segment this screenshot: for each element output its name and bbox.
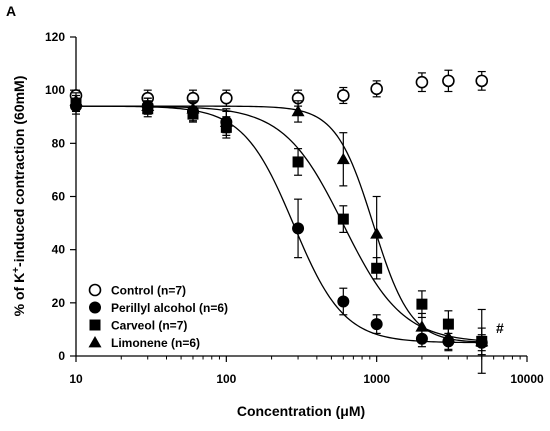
legend: Control (n=7) Perillyl alcohol (n=6) Carve…: [88, 283, 228, 350]
data-point: [141, 99, 155, 111]
y-tick-label: 20: [52, 296, 66, 310]
data-point: [475, 74, 489, 88]
data-point: [337, 213, 349, 225]
legend-label-0: Control (n=7): [111, 284, 186, 298]
data-point: [370, 227, 384, 239]
x-tick-label: 100: [216, 372, 236, 386]
data-point: [292, 156, 304, 168]
y-ticks: 0 20 40 60 80 100 120: [45, 30, 76, 363]
y-axis-label: % of K+-induced contraction (60mM): [11, 76, 27, 317]
data-point: [370, 82, 383, 96]
data-point: [291, 104, 305, 117]
legend-label-1: Perillyl alcohol (n=6): [111, 301, 228, 315]
y-tick-label: 60: [52, 190, 66, 204]
x-tick-label: 1000: [363, 372, 390, 386]
x-ticks: 10 100 1000 10000: [69, 356, 544, 386]
data-point: [441, 330, 455, 343]
series-0: [69, 69, 489, 107]
legend-label-3: Limonene (n=6): [111, 336, 200, 350]
y-tick-label: 0: [58, 349, 65, 363]
data-point: [186, 102, 200, 114]
legend-marker-2: [89, 319, 101, 331]
data-point: [219, 115, 233, 127]
series-3: [69, 92, 489, 374]
legend-marker-3: [88, 336, 102, 348]
y-tick-label: 40: [52, 243, 66, 257]
data-point: [416, 298, 428, 310]
data-point: [337, 295, 350, 308]
data-point: [415, 75, 429, 89]
series-2: [70, 94, 488, 356]
x-tick-label: 10: [69, 372, 83, 386]
data-point: [292, 222, 305, 235]
y-tick-label: 100: [45, 83, 65, 97]
data-point: [220, 91, 233, 105]
data-series: [69, 69, 489, 374]
data-point: [370, 318, 383, 331]
data-point: [337, 89, 350, 102]
data-point: [336, 152, 350, 165]
data-point: [415, 320, 429, 332]
significance-annotation: #: [496, 320, 504, 336]
x-tick-label: 10000: [510, 372, 544, 386]
y-tick-label: 80: [52, 136, 66, 150]
legend-label-2: Carveol (n=7): [111, 319, 187, 333]
data-point: [442, 74, 455, 88]
data-point: [69, 94, 83, 106]
x-axis-label: Concentration (μM): [237, 403, 365, 419]
legend-marker-0: [88, 283, 102, 297]
legend-marker-1: [89, 301, 101, 314]
data-point: [475, 334, 489, 347]
y-tick-label: 120: [45, 30, 65, 44]
panel-label: A: [6, 3, 16, 19]
